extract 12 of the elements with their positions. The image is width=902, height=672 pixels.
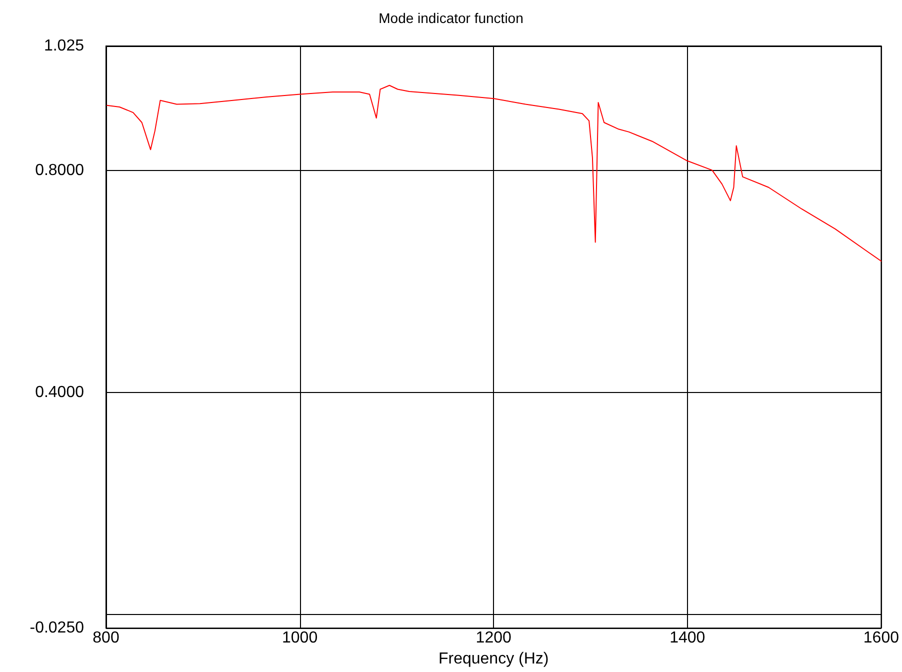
x-tick-label: 1600 [863,630,900,647]
y-tick-label: -0.0250 [30,620,84,637]
y-tick-label: 1.025 [44,38,84,54]
x-tick-label: 1200 [476,630,512,647]
x-axis-title: Frequency (Hz) [438,650,549,668]
y-tick-label: 0.8000 [35,162,84,180]
y-tick-label: 0.4000 [35,384,84,401]
x-tick-label: 1400 [670,630,706,647]
x-tick-label: 1000 [282,630,318,647]
x-tick-label: 800 [92,630,120,647]
chart-title: Mode indicator function [378,10,524,26]
line-series [106,84,882,262]
